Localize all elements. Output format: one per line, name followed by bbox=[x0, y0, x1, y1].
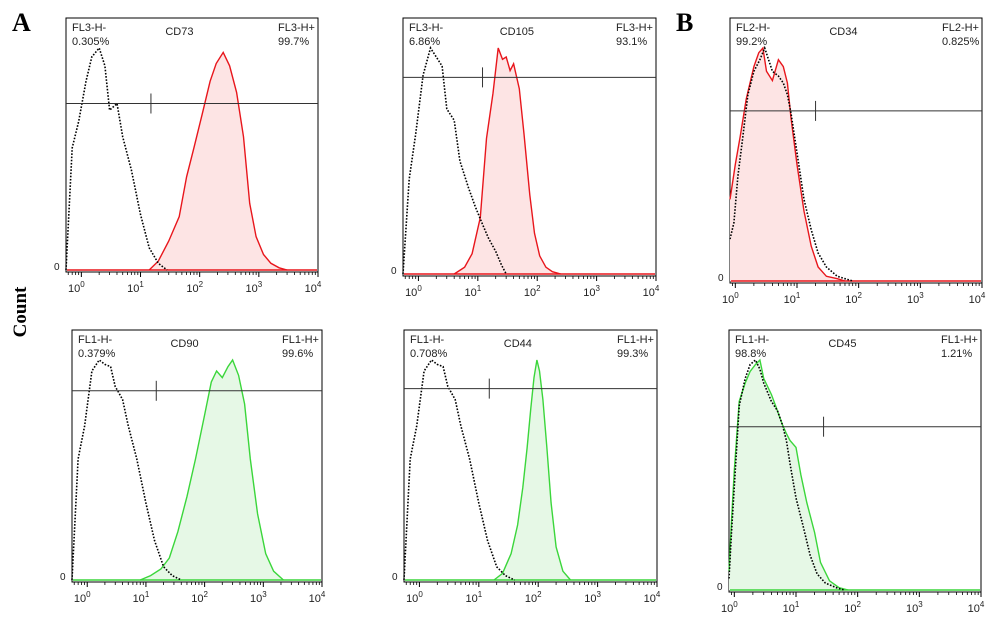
gate-right-percent: 99.6% bbox=[282, 348, 313, 360]
y-tick-label: 0 bbox=[718, 273, 724, 284]
gate-left-label: FL3-H- bbox=[409, 22, 444, 34]
x-tick-label: 102 bbox=[844, 600, 861, 615]
x-tick-label: 101 bbox=[464, 284, 481, 299]
isotype-series-line bbox=[71, 358, 182, 581]
gate-left-percent: 6.86% bbox=[409, 36, 440, 48]
y-tick-label: 0 bbox=[392, 572, 398, 583]
x-tick-label: 104 bbox=[644, 590, 661, 605]
gate-right-percent: 1.21% bbox=[941, 348, 972, 360]
plot-frame bbox=[403, 329, 658, 583]
x-tick-label: 103 bbox=[245, 280, 262, 295]
x-tick-label: 103 bbox=[584, 590, 601, 605]
stained-area-fill bbox=[730, 48, 845, 281]
x-tick-label: 104 bbox=[968, 600, 985, 615]
plot-frame bbox=[402, 17, 657, 277]
gate-left-label: FL1-H- bbox=[735, 334, 770, 346]
gate-left-percent: 0.379% bbox=[78, 348, 116, 360]
gate-left-label: FL1-H- bbox=[410, 334, 445, 346]
panel-letter-a: A bbox=[12, 8, 31, 37]
gate-left-percent: 0.708% bbox=[410, 348, 448, 360]
marker-label: CD34 bbox=[829, 26, 857, 38]
gate-right-label: FL3-H+ bbox=[616, 22, 653, 34]
stained-series-line bbox=[729, 46, 846, 282]
histogram-cd105: FL3-H- 6.86% FL3-H+ 93.1% CD105 0 100 101 102 103… bbox=[391, 17, 660, 299]
stained-area-fill bbox=[149, 52, 288, 271]
isotype-series-line bbox=[65, 46, 168, 271]
y-tick-label: 0 bbox=[60, 572, 66, 583]
histogram-cd45: FL1-H- 98.8% FL1-H+ 1.21% CD45 0 100 101 102 103 1… bbox=[717, 329, 985, 615]
histogram-panels: FL3-H- 0.305% FL3-H+ 99.7% CD73 0 100 101 102 103… bbox=[54, 17, 986, 615]
histogram-cd44: FL1-H- 0.708% FL1-H+ 99.3% CD44 0 100 101 102 103… bbox=[392, 329, 661, 605]
gate-right-label: FL1-H+ bbox=[617, 334, 654, 346]
stained-area-fill bbox=[493, 360, 571, 580]
y-tick-label: 0 bbox=[391, 266, 397, 277]
gate-left-percent: 98.8% bbox=[735, 348, 766, 360]
x-tick-label: 102 bbox=[191, 590, 208, 605]
x-tick-label: 101 bbox=[783, 600, 800, 615]
gate-right-label: FL1-H+ bbox=[941, 334, 978, 346]
stained-area-fill bbox=[140, 360, 284, 580]
marker-label: CD105 bbox=[500, 26, 534, 38]
x-tick-label: 101 bbox=[133, 590, 150, 605]
x-tick-label: 101 bbox=[784, 291, 801, 306]
stained-series-line bbox=[148, 50, 288, 271]
gate-left-percent: 0.305% bbox=[72, 36, 110, 48]
x-tick-label: 104 bbox=[309, 590, 326, 605]
stained-series-line bbox=[139, 358, 284, 581]
stained-series-line bbox=[493, 359, 572, 581]
x-tick-label: 100 bbox=[405, 284, 422, 299]
gate-right-label: FL1-H+ bbox=[282, 334, 319, 346]
plot-frame bbox=[71, 329, 323, 583]
panel-letter-b: B bbox=[676, 8, 693, 37]
x-tick-label: 102 bbox=[845, 291, 862, 306]
x-tick-label: 103 bbox=[906, 600, 923, 615]
histogram-cd90: FL1-H- 0.379% FL1-H+ 99.6% CD90 0 100 101 102 103… bbox=[60, 329, 326, 605]
y-tick-label: 0 bbox=[54, 262, 60, 273]
gate-left-label: FL1-H- bbox=[78, 334, 113, 346]
y-tick-label: 0 bbox=[717, 582, 723, 593]
gate-left-label: FL3-H- bbox=[72, 22, 107, 34]
gate-right-percent: 93.1% bbox=[616, 36, 647, 48]
stained-area-fill bbox=[729, 360, 849, 590]
y-axis-label: Count bbox=[10, 286, 31, 337]
x-tick-label: 104 bbox=[305, 280, 322, 295]
x-tick-label: 103 bbox=[250, 590, 267, 605]
x-tick-label: 100 bbox=[74, 590, 91, 605]
x-tick-label: 100 bbox=[406, 590, 423, 605]
gate-left-label: FL2-H- bbox=[736, 22, 771, 34]
x-tick-label: 103 bbox=[907, 291, 924, 306]
gate-right-percent: 0.825% bbox=[942, 36, 980, 48]
x-tick-label: 101 bbox=[127, 280, 144, 295]
histogram-cd34: FL2-H- 99.2% FL2-H+ 0.825% CD34 0 100 101 102 103… bbox=[718, 17, 986, 306]
x-tick-label: 103 bbox=[583, 284, 600, 299]
isotype-series-line bbox=[403, 358, 515, 581]
stained-area-fill bbox=[454, 48, 561, 274]
gate-left-percent: 99.2% bbox=[736, 36, 767, 48]
marker-label: CD90 bbox=[170, 338, 198, 350]
gate-right-label: FL2-H+ bbox=[942, 22, 979, 34]
x-tick-label: 102 bbox=[524, 284, 541, 299]
gate-right-percent: 99.3% bbox=[617, 348, 648, 360]
x-tick-label: 104 bbox=[643, 284, 660, 299]
gate-right-percent: 99.7% bbox=[278, 36, 309, 48]
marker-label: CD73 bbox=[165, 26, 193, 38]
x-tick-label: 100 bbox=[68, 280, 85, 295]
x-tick-label: 102 bbox=[525, 590, 542, 605]
x-tick-label: 100 bbox=[721, 600, 738, 615]
gate-right-label: FL3-H+ bbox=[278, 22, 315, 34]
marker-label: CD45 bbox=[828, 338, 856, 350]
x-tick-label: 102 bbox=[186, 280, 203, 295]
histogram-cd73: FL3-H- 0.305% FL3-H+ 99.7% CD73 0 100 101 102 103… bbox=[54, 17, 322, 295]
x-tick-label: 100 bbox=[722, 291, 739, 306]
x-tick-label: 101 bbox=[465, 590, 482, 605]
isotype-series-line bbox=[402, 46, 507, 275]
plot-frame bbox=[65, 17, 319, 273]
marker-label: CD44 bbox=[504, 338, 532, 350]
x-tick-label: 104 bbox=[969, 291, 986, 306]
